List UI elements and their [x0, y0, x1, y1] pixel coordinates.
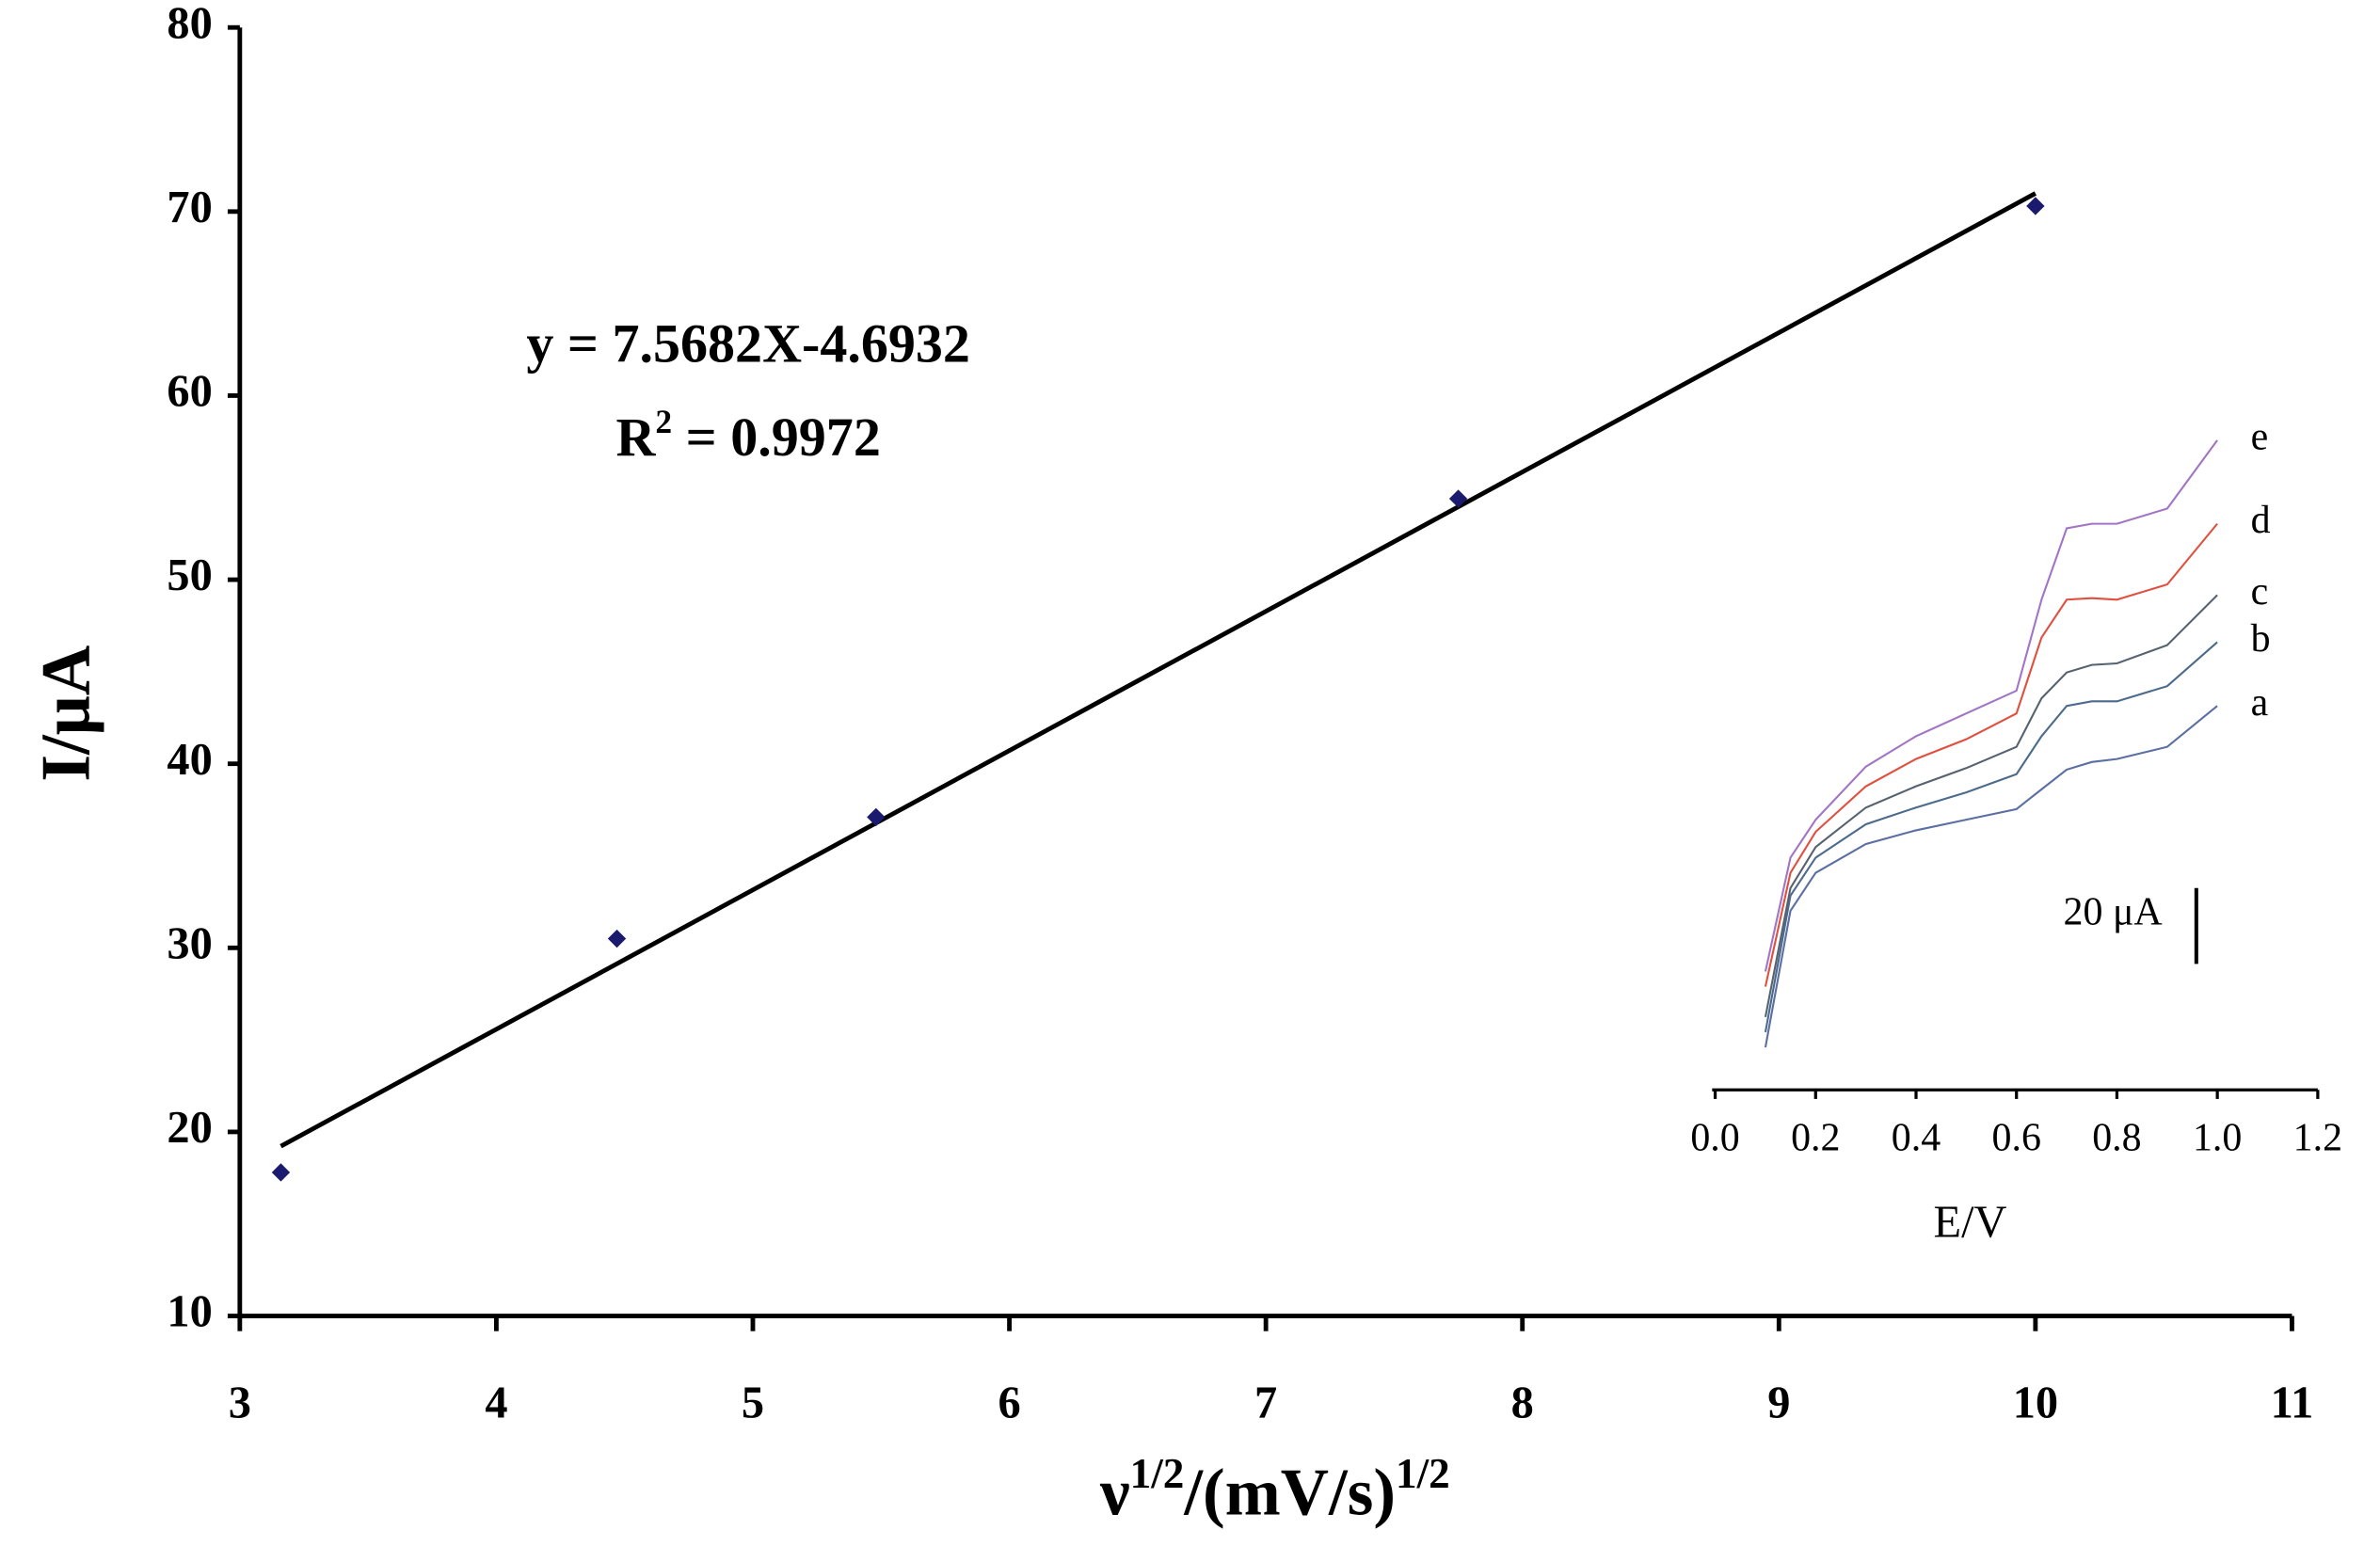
- curve-label: d: [2251, 499, 2271, 542]
- inset-x-tick-label: 1.2: [2293, 1117, 2342, 1160]
- curve-label: e: [2251, 416, 2269, 459]
- x-title-sup: 1/2: [1130, 1450, 1185, 1497]
- curve: [1764, 641, 2218, 1033]
- x-tick-label: 10: [2013, 1378, 2058, 1427]
- x-tick-label: 9: [1767, 1378, 1790, 1427]
- y-tick-label: 70: [167, 183, 212, 232]
- r-squared: R2 = 0.9972: [615, 403, 880, 469]
- scale-bar-label: 20 μA: [2064, 890, 2163, 933]
- r-part: = 0.9972: [672, 406, 881, 468]
- y-tick-label: 40: [167, 735, 212, 785]
- curve-label: c: [2251, 570, 2269, 614]
- x-tick-label: 8: [1511, 1378, 1534, 1427]
- y-tick-label: 80: [167, 0, 212, 48]
- inset-x-tick-label: 0.2: [1791, 1117, 1840, 1160]
- x-title-part: /(mV/s): [1183, 1457, 1396, 1530]
- inset-x-tick-label: 0.8: [2092, 1117, 2141, 1160]
- y-tick-label: 20: [167, 1103, 212, 1153]
- y-axis-title: I/μA: [27, 645, 104, 782]
- x-axis-title: ν1/2/(mV/s)1/2: [1099, 1450, 1450, 1530]
- curve-label: b: [2251, 617, 2271, 661]
- data-point: [271, 1163, 291, 1182]
- y-tick-label: 10: [167, 1287, 212, 1337]
- x-tick-label: 6: [998, 1378, 1020, 1427]
- curve: [1764, 522, 2218, 987]
- data-point: [607, 929, 627, 948]
- x-tick-label: 4: [485, 1378, 507, 1427]
- r-part: R: [615, 406, 656, 468]
- equation: y = 7.5682X-4.6932: [526, 312, 970, 374]
- x-tick-label: 7: [1254, 1378, 1277, 1427]
- inset-x-tick-label: 0.4: [1892, 1117, 1941, 1160]
- curve-label: a: [2251, 681, 2269, 725]
- x-title-part: ν: [1099, 1457, 1130, 1530]
- x-tick-label: 3: [229, 1378, 251, 1427]
- x-tick-label: 5: [742, 1378, 764, 1427]
- x-tick-label: 11: [2271, 1378, 2314, 1427]
- r-sup: 2: [655, 403, 672, 440]
- y-tick-label: 50: [167, 550, 212, 600]
- x-title-sup: 1/2: [1396, 1450, 1450, 1497]
- fit-line: [280, 191, 2037, 1149]
- inset-x-tick-label: 1.0: [2193, 1117, 2242, 1160]
- curve: [1764, 439, 2218, 972]
- inset-x-title: E/V: [1934, 1197, 2007, 1247]
- y-tick-label: 60: [167, 367, 212, 417]
- data-point: [867, 807, 886, 827]
- curve: [1764, 594, 2218, 1018]
- main-chart: I/μA ν1/2/(mV/s)1/2 y = 7.5682X-4.6932 R…: [27, 0, 2313, 1530]
- data-point: [2026, 197, 2045, 215]
- inset-x-tick-label: 0.0: [1690, 1117, 1739, 1160]
- inset-x-tick-label: 0.6: [1992, 1117, 2041, 1160]
- curve: [1764, 705, 2218, 1048]
- y-tick-label: 30: [167, 918, 212, 968]
